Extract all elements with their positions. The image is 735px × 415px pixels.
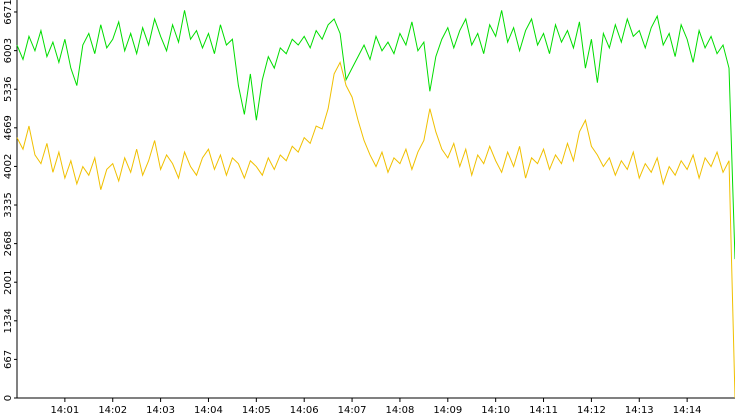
x-tick-label: 14:07 bbox=[338, 405, 367, 415]
x-tick-label: 14:08 bbox=[386, 405, 415, 415]
y-tick-label: 0 bbox=[3, 395, 14, 401]
y-tick-label: 4002 bbox=[3, 154, 14, 179]
x-tick-label: 14:14 bbox=[673, 405, 702, 415]
x-tick-label: 14:01 bbox=[50, 405, 79, 415]
x-tick-label: 14:05 bbox=[242, 405, 271, 415]
x-tick-label: 14:13 bbox=[625, 405, 654, 415]
x-tick-label: 14:09 bbox=[433, 405, 462, 415]
x-tick-label: 14:12 bbox=[577, 405, 606, 415]
y-tick-label: 2668 bbox=[3, 231, 14, 256]
x-tick-label: 14:02 bbox=[98, 405, 127, 415]
y-tick-label: 6671 bbox=[3, 0, 14, 25]
y-tick-label: 3335 bbox=[3, 192, 14, 217]
x-tick-label: 14:10 bbox=[481, 405, 510, 415]
y-tick-label: 2001 bbox=[3, 269, 14, 294]
x-tick-label: 14:04 bbox=[194, 405, 223, 415]
y-tick-label: 667 bbox=[3, 350, 14, 369]
y-tick-label: 6003 bbox=[3, 38, 14, 63]
series-line bbox=[16, 60, 735, 399]
y-tick-label: 1334 bbox=[3, 308, 14, 333]
x-tick-label: 14:03 bbox=[146, 405, 175, 415]
x-tick-label: 14:11 bbox=[529, 405, 558, 415]
x-tick-label: 14:06 bbox=[290, 405, 319, 415]
y-tick-label: 5336 bbox=[3, 77, 14, 102]
y-tick-label: 4669 bbox=[3, 115, 14, 140]
series-line bbox=[16, 10, 735, 260]
